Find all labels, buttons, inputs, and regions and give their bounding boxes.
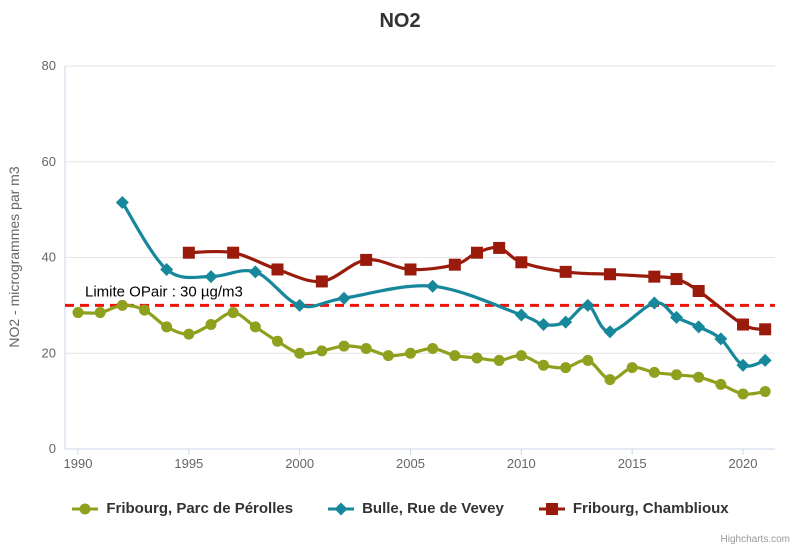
svg-text:1995: 1995: [174, 456, 203, 471]
svg-text:2005: 2005: [396, 456, 425, 471]
legend-label: Fribourg, Parc de Pérolles: [106, 500, 294, 517]
circle-marker-icon: [72, 503, 99, 514]
svg-text:40: 40: [42, 250, 56, 265]
svg-text:2000: 2000: [285, 456, 314, 471]
svg-text:20: 20: [42, 345, 56, 360]
opair-limit-label: Limite OPair : 30 µg/m3: [85, 283, 243, 300]
series-fribourg-parc-de-p-rolles[interactable]: [72, 299, 771, 400]
credits-link[interactable]: Highcharts.com: [720, 534, 790, 545]
svg-text:2015: 2015: [618, 456, 647, 471]
svg-text:0: 0: [49, 441, 56, 456]
legend-label: Fribourg, Chamblioux: [572, 500, 729, 517]
legend-item-fribourg-parc-de-perolles[interactable]: Fribourg, Parc de Pérolles: [71, 500, 293, 517]
square-marker-icon: [538, 502, 565, 515]
y-gridlines: [65, 65, 775, 354]
svg-text:60: 60: [42, 154, 56, 169]
chart-title: NO2: [379, 10, 421, 32]
svg-text:80: 80: [42, 58, 56, 73]
axis-lines: [64, 66, 775, 450]
series-fribourg-chamblioux[interactable]: [182, 241, 772, 336]
legend-label: Bulle, Rue de Vevey: [362, 500, 504, 517]
svg-text:2020: 2020: [729, 456, 758, 471]
series-bulle-rue-de-vevey[interactable]: [115, 195, 772, 372]
svg-text:2010: 2010: [507, 456, 536, 471]
x-tick-marks: [77, 449, 744, 455]
legend-item-fribourg-chamblioux[interactable]: Fribourg, Chamblioux: [538, 500, 729, 517]
x-tick-labels: 1990 1995 2000 2005 2010 2015 2020: [64, 456, 758, 471]
legend-item-bulle-rue-de-vevey[interactable]: Bulle, Rue de Vevey: [327, 500, 504, 517]
y-tick-labels: 0 20 40 60 80: [42, 58, 56, 456]
legend: Fribourg, Parc de Pérolles Bulle, Rue de…: [0, 500, 800, 517]
svg-text:1990: 1990: [64, 456, 93, 471]
diamond-marker-icon: [328, 502, 355, 515]
